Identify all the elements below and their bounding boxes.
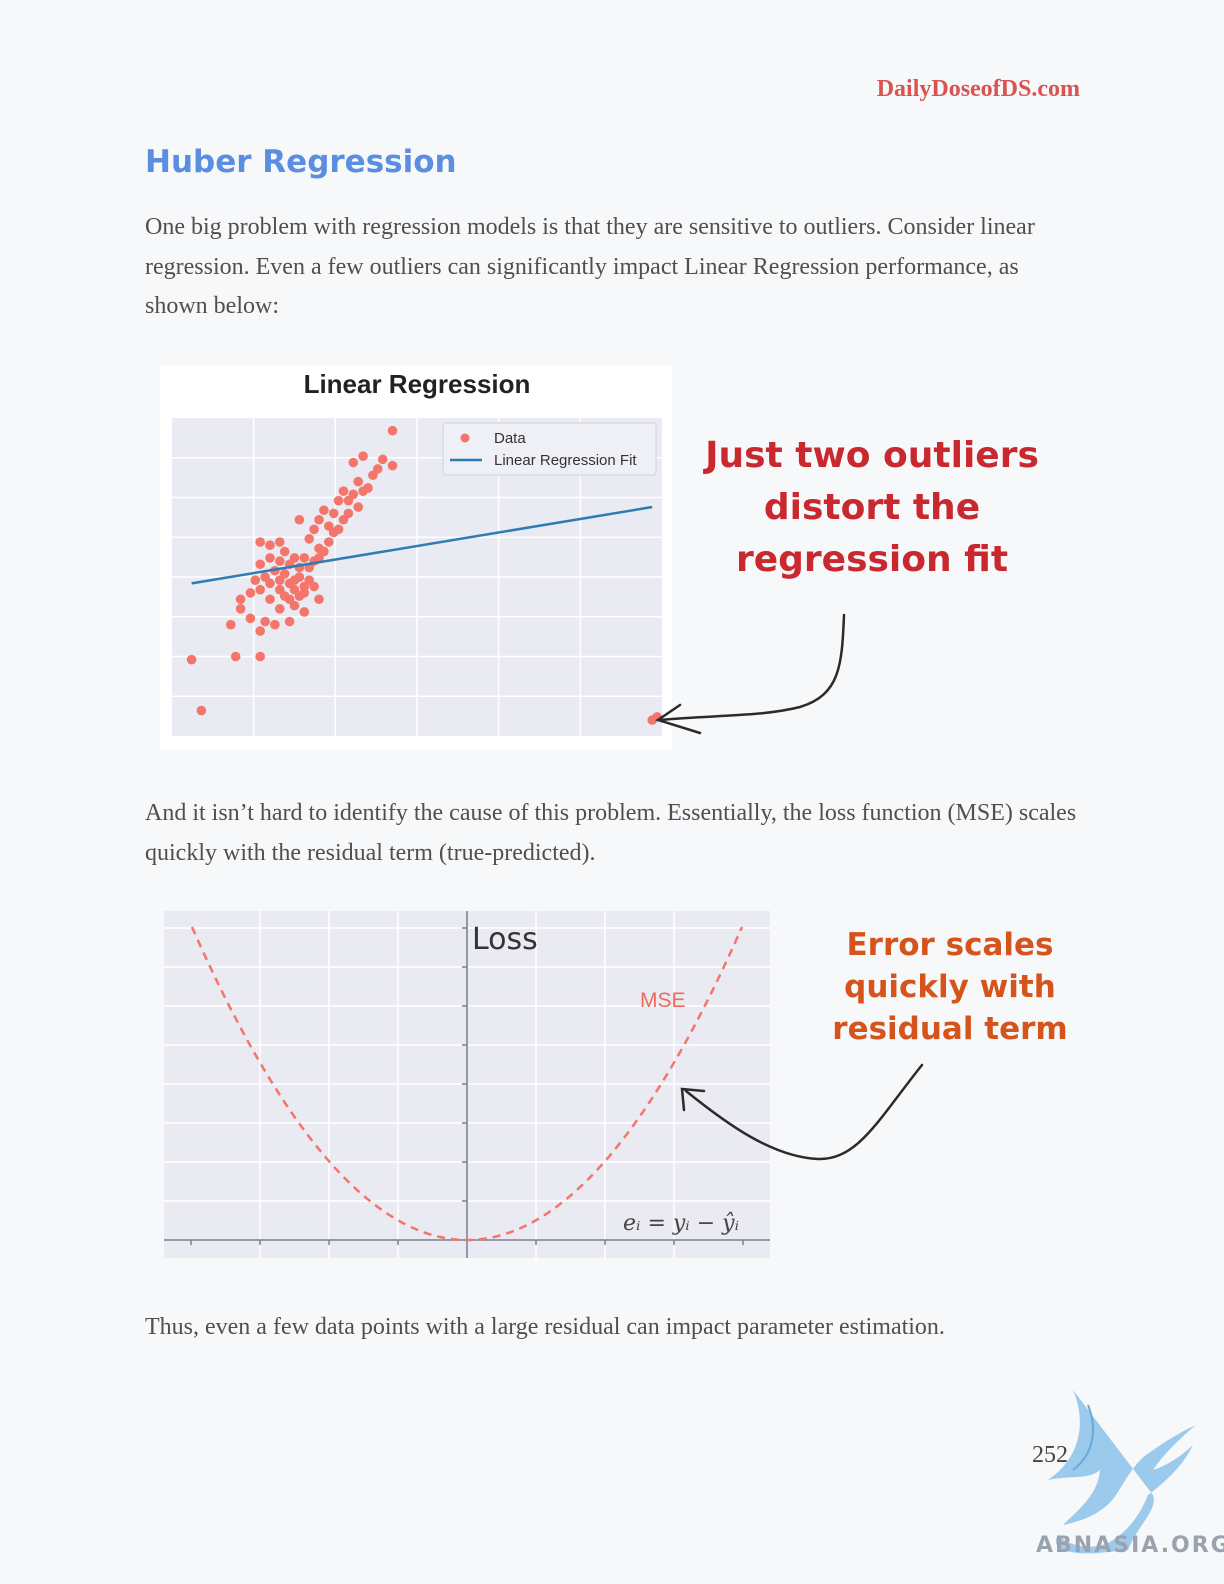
legend-data-label: Data [494, 430, 526, 447]
data-point [348, 457, 359, 468]
annotation-line-3: regression fit [736, 539, 1008, 580]
data-point [314, 594, 324, 605]
data-point [294, 514, 305, 525]
data-point [304, 534, 314, 544]
annotation-line-3: residual term [832, 1011, 1067, 1047]
loss-function-svg: Loss MSE eᵢ = yᵢ − ŷᵢ Error scales quick… [164, 911, 1068, 1258]
data-point [353, 502, 363, 512]
loss-function-figure: Loss MSE eᵢ = yᵢ − ŷᵢ Error scales quick… [158, 905, 1078, 1270]
legend-data-marker [460, 433, 470, 443]
data-point [333, 495, 344, 506]
section-title: Huber Regression [145, 144, 457, 180]
data-point [294, 591, 305, 601]
data-point [279, 546, 290, 557]
arrow-icon [655, 613, 846, 735]
data-point [309, 581, 319, 592]
mse-curve [190, 926, 744, 1242]
paragraph-conclusion: Thus, even a few data points with a larg… [145, 1314, 945, 1340]
data-point [309, 524, 319, 535]
data-point [230, 651, 241, 662]
data-point [319, 505, 329, 516]
y-axis-label: Loss [472, 922, 538, 957]
data-point [255, 584, 265, 595]
data-point [373, 464, 383, 474]
data-point [265, 594, 275, 605]
paragraph-cause: And it isn’t hard to identify the cause … [145, 800, 1077, 866]
data-point [226, 619, 236, 630]
data-point [387, 425, 398, 436]
data-point [299, 581, 310, 592]
data-points [186, 425, 662, 725]
data-point [358, 451, 368, 461]
data-point [324, 537, 334, 547]
page-number: 252 [1032, 1442, 1068, 1468]
data-point [250, 575, 261, 585]
data-point [343, 508, 354, 519]
data-point [353, 476, 363, 487]
series-label: MSE [640, 989, 686, 1012]
data-point [284, 594, 295, 605]
data-point [270, 619, 280, 630]
chart-title: Linear Regression [304, 369, 531, 399]
data-point [275, 604, 285, 614]
data-point [265, 553, 275, 563]
annotation-line-2: distort the [764, 487, 980, 528]
bird-logo-icon [1048, 1390, 1196, 1554]
site-name[interactable]: DailyDoseofDS.com [876, 76, 1080, 102]
data-point [333, 524, 344, 535]
data-point [255, 651, 265, 662]
mse-curve-path [190, 926, 744, 1242]
arrow-icon [680, 1063, 924, 1161]
data-point [255, 537, 265, 547]
data-point [275, 584, 285, 595]
annotation-line-1: Error scales [847, 927, 1054, 963]
data-point [284, 616, 295, 627]
legend: Data Linear Regression Fit [442, 422, 657, 476]
data-point [348, 489, 359, 500]
data-point [299, 607, 310, 617]
data-point [363, 483, 373, 493]
data-point [299, 553, 310, 563]
data-point [260, 616, 270, 627]
data-point [186, 654, 197, 665]
watermark-text: ABNASIA.ORG [1036, 1533, 1224, 1558]
data-point [245, 613, 256, 624]
fit-line-segment [191, 505, 653, 585]
data-point [377, 454, 388, 465]
data-point [275, 556, 285, 566]
data-point [245, 588, 256, 598]
data-point [235, 604, 246, 614]
data-point [324, 521, 334, 531]
data-point [260, 572, 270, 582]
data-point [275, 575, 285, 585]
watermark: ABNASIA.ORG [1028, 1385, 1224, 1580]
data-point [275, 537, 285, 547]
data-point [328, 508, 339, 519]
data-point [235, 594, 246, 605]
fit-line [191, 505, 653, 585]
data-point [265, 540, 275, 550]
data-point [196, 705, 207, 716]
annotation-line-1: Just two outliers [702, 435, 1039, 476]
data-point [314, 553, 324, 563]
data-point [255, 559, 265, 570]
legend-fit-label: Linear Regression Fit [494, 452, 637, 469]
data-point [255, 626, 265, 636]
linear-regression-figure: Linear Regression Data Linear Regression… [160, 365, 1065, 750]
data-point [289, 575, 300, 585]
data-point [338, 486, 349, 496]
data-point [314, 514, 324, 525]
linear-regression-svg: Linear Regression Data Linear Regression… [160, 365, 1039, 750]
annotation-line-2: quickly with [844, 969, 1056, 1005]
x-axis-formula: eᵢ = yᵢ − ŷᵢ [623, 1211, 739, 1236]
data-point [387, 460, 398, 471]
paragraph-intro: One big problem with regression models i… [145, 214, 1035, 319]
data-point [289, 553, 300, 563]
